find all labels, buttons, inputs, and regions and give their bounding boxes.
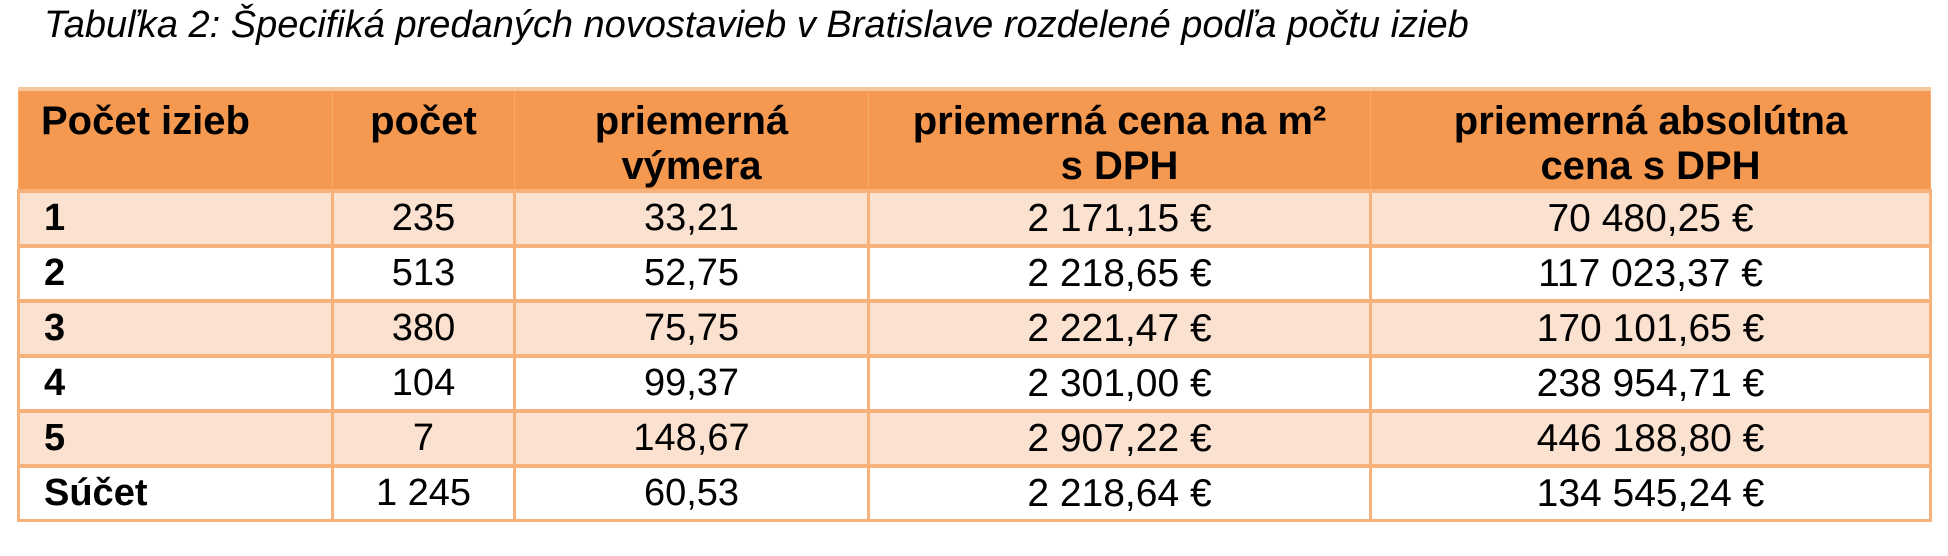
cell-avg-area: 75,75 <box>513 299 870 356</box>
header-line: počet <box>370 99 477 143</box>
cell-avg-area: 52,75 <box>513 244 870 301</box>
row-label: 3 <box>17 299 334 356</box>
cell-avg-price-m2: 2 218,65 € <box>867 244 1372 301</box>
header-line: Počet izieb <box>41 99 250 143</box>
header-cell-rooms: Počet izieb <box>18 87 333 191</box>
table-row: 3 380 75,75 2 221,47 € 170 101,65 € <box>17 299 1932 356</box>
header-line: s DPH <box>1060 144 1179 188</box>
row-label: 1 <box>17 189 334 246</box>
cell-avg-abs-price: 117 023,37 € <box>1369 244 1932 301</box>
header-row: Počet izieb počet priemerná výmera <box>18 87 1931 191</box>
header-line: cena s DPH <box>1540 144 1761 188</box>
cell-avg-price-m2: 2 301,00 € <box>867 354 1372 411</box>
cell-count: 513 <box>331 244 516 301</box>
data-table: Počet izieb počet priemerná výmera <box>17 87 1932 522</box>
cell-avg-abs-price: 70 480,25 € <box>1369 189 1932 246</box>
cell-avg-area: 60,53 <box>513 464 870 522</box>
cell-count: 380 <box>331 299 516 356</box>
cell-avg-abs-price: 446 188,80 € <box>1369 409 1932 466</box>
cell-avg-price-m2: 2 171,15 € <box>867 189 1372 246</box>
header-line: priemerná <box>594 99 789 143</box>
table-row: 4 104 99,37 2 301,00 € 238 954,71 € <box>17 354 1932 411</box>
cell-count: 104 <box>331 354 516 411</box>
header-cell-avg-area: priemerná výmera <box>514 87 869 191</box>
header-line: priemerná cena na m² <box>912 99 1327 143</box>
table-body: 1 235 33,21 2 171,15 € 70 480,25 € 2 513… <box>17 189 1932 522</box>
cell-avg-price-m2: 2 907,22 € <box>867 409 1372 466</box>
table-row: 1 235 33,21 2 171,15 € 70 480,25 € <box>17 189 1932 246</box>
table-header: Počet izieb počet priemerná výmera <box>18 87 1931 191</box>
header-cell-avg-price-m2: priemerná cena na m² s DPH <box>868 87 1371 191</box>
table-row-total: Súčet 1 245 60,53 2 218,64 € 134 545,24 … <box>17 464 1932 522</box>
header-cell-avg-abs-price: priemerná absolútna cena s DPH <box>1370 87 1931 191</box>
cell-avg-area: 99,37 <box>513 354 870 411</box>
table-caption: Tabuľka 2: Špecifiká predaných novostavi… <box>44 4 1469 46</box>
row-label: 5 <box>17 409 334 466</box>
row-label: 4 <box>17 354 334 411</box>
cell-avg-area: 33,21 <box>513 189 870 246</box>
table-row: 5 7 148,67 2 907,22 € 446 188,80 € <box>17 409 1932 466</box>
row-label: Súčet <box>17 464 334 522</box>
cell-count: 235 <box>331 189 516 246</box>
data-table-container: Počet izieb počet priemerná výmera <box>17 87 1932 522</box>
table-row: 2 513 52,75 2 218,65 € 117 023,37 € <box>17 244 1932 301</box>
header-line: výmera <box>621 144 762 188</box>
cell-avg-area: 148,67 <box>513 409 870 466</box>
cell-avg-abs-price: 134 545,24 € <box>1369 464 1932 522</box>
row-label: 2 <box>17 244 334 301</box>
cell-count: 1 245 <box>331 464 516 522</box>
cell-count: 7 <box>331 409 516 466</box>
cell-avg-price-m2: 2 218,64 € <box>867 464 1372 522</box>
cell-avg-price-m2: 2 221,47 € <box>867 299 1372 356</box>
header-cell-count: počet <box>332 87 515 191</box>
cell-avg-abs-price: 170 101,65 € <box>1369 299 1932 356</box>
cell-avg-abs-price: 238 954,71 € <box>1369 354 1932 411</box>
header-line: priemerná absolútna <box>1453 99 1848 143</box>
